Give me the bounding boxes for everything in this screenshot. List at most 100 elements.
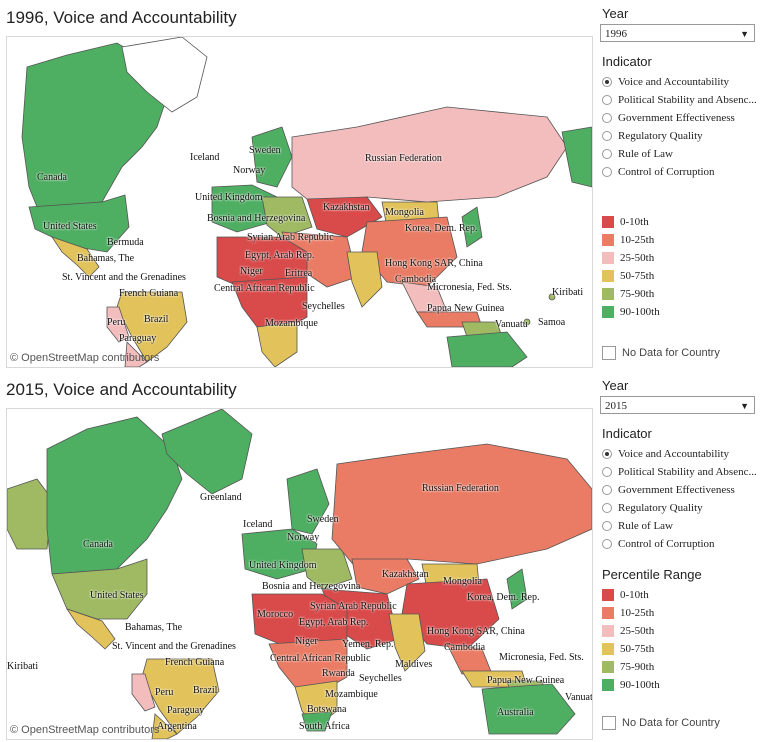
indicator-option[interactable]: Government Effectiveness xyxy=(602,481,762,499)
country-southern-africa[interactable] xyxy=(256,321,298,367)
legend-item[interactable]: 50-75th xyxy=(602,267,762,285)
country-australia[interactable] xyxy=(481,683,576,735)
indicator-option[interactable]: Voice and Accountability xyxy=(602,445,762,463)
map-label: Paraguay xyxy=(167,705,205,716)
radio-icon[interactable] xyxy=(602,149,612,159)
radio-icon[interactable] xyxy=(602,113,612,123)
country-greenland[interactable] xyxy=(121,37,208,113)
country-japan[interactable] xyxy=(506,568,528,610)
legend-item[interactable]: 75-90th xyxy=(602,658,762,676)
country-scandinavia[interactable] xyxy=(286,468,330,535)
indicator-option[interactable]: Control of Corruption xyxy=(602,163,762,181)
map-label: Botswana xyxy=(307,704,347,715)
choropleth-map[interactable]: Greenland Russian Federation Iceland Swe… xyxy=(6,408,593,740)
radio-icon[interactable] xyxy=(602,131,612,141)
country-kazakhstan[interactable] xyxy=(351,558,420,595)
country-canada[interactable] xyxy=(46,416,183,575)
legend-item[interactable]: 90-100th xyxy=(602,676,762,694)
indicator-option[interactable]: Regulatory Quality xyxy=(602,499,762,517)
map-label: Micronesia, Fed. Sts. xyxy=(499,652,584,663)
map-label: Central African Republic xyxy=(270,653,371,664)
country-japan[interactable] xyxy=(461,206,483,248)
country-india[interactable] xyxy=(388,613,426,672)
country-argentina[interactable] xyxy=(151,713,178,739)
radio-icon[interactable] xyxy=(602,521,612,531)
country-india[interactable] xyxy=(346,251,383,308)
radio-icon[interactable] xyxy=(602,95,612,105)
map-label: Iceland xyxy=(190,152,220,163)
legend-label: 50-75th xyxy=(620,643,655,655)
year-value: 2015 xyxy=(605,400,627,412)
indicator-option[interactable]: Control of Corruption xyxy=(602,535,762,553)
no-data-legend[interactable]: No Data for Country xyxy=(602,716,720,730)
radio-selected-icon[interactable] xyxy=(602,77,612,87)
indicator-label: Government Effectiveness xyxy=(618,484,735,496)
country-canada[interactable] xyxy=(21,42,168,208)
map-label: Egypt, Arab Rep. xyxy=(245,250,315,261)
country-kazakhstan[interactable] xyxy=(306,196,383,238)
radio-icon[interactable] xyxy=(602,539,612,549)
map-label: French Guiana xyxy=(165,657,225,668)
map-label: Central African Republic xyxy=(214,283,315,294)
year-select[interactable]: 1996 ▼ xyxy=(600,24,755,42)
radio-icon[interactable] xyxy=(602,467,612,477)
map-label: Korea, Dem. Rep. xyxy=(467,592,540,603)
country-peru[interactable] xyxy=(131,673,156,712)
map-canvas[interactable] xyxy=(7,409,592,739)
country-greenland[interactable] xyxy=(161,409,253,495)
country-peru[interactable] xyxy=(106,306,130,343)
no-data-legend[interactable]: No Data for Country xyxy=(602,346,720,360)
radio-icon[interactable] xyxy=(602,485,612,495)
legend-item[interactable]: 50-75th xyxy=(602,640,762,658)
indicator-option[interactable]: Political Stability and Absenc... xyxy=(602,91,762,109)
country-mexico[interactable] xyxy=(51,236,100,278)
country-south-cone[interactable] xyxy=(124,341,148,367)
country-kiribati[interactable] xyxy=(548,293,556,301)
legend-item[interactable]: 25-50th xyxy=(602,622,762,640)
legend-item[interactable]: 10-25th xyxy=(602,604,762,622)
map-label: Niger xyxy=(295,636,318,647)
country-east-europe[interactable] xyxy=(261,196,313,238)
country-east-europe[interactable] xyxy=(301,548,353,590)
map-label: Paraguay xyxy=(119,333,157,344)
country-mexico[interactable] xyxy=(66,608,116,650)
indicator-label: Control of Corruption xyxy=(618,166,715,178)
indicator-option[interactable]: Regulatory Quality xyxy=(602,127,762,145)
map-label: Mongolia xyxy=(385,207,424,218)
legend-item[interactable]: 0-10th xyxy=(602,586,762,604)
map-label: Mongolia xyxy=(443,576,482,587)
indicator-option[interactable]: Political Stability and Absenc... xyxy=(602,463,762,481)
map-label: Sweden xyxy=(307,514,339,525)
map-label: Cambodia xyxy=(444,642,486,653)
year-select[interactable]: 2015 ▼ xyxy=(600,396,755,414)
map-label: Peru xyxy=(155,687,174,698)
country-australia[interactable] xyxy=(446,331,528,367)
indicator-option[interactable]: Government Effectiveness xyxy=(602,109,762,127)
choropleth-map[interactable]: Canada Iceland Sweden Norway Russian Fed… xyxy=(6,36,593,368)
country-alaska[interactable] xyxy=(7,478,53,550)
legend-label: 25-50th xyxy=(620,252,655,264)
indicator-option[interactable]: Rule of Law xyxy=(602,145,762,163)
indicator-heading: Indicator xyxy=(602,54,652,69)
country-scandinavia[interactable] xyxy=(251,126,293,188)
legend-swatch xyxy=(602,625,614,637)
country-east-edge[interactable] xyxy=(561,126,592,188)
indicator-option[interactable]: Rule of Law xyxy=(602,517,762,535)
legend-label: 75-90th xyxy=(620,661,655,673)
legend-item[interactable]: 0-10th xyxy=(602,213,762,231)
legend-item[interactable]: 90-100th xyxy=(602,303,762,321)
indicator-option[interactable]: Voice and Accountability xyxy=(602,73,762,91)
map-label: Eritrea xyxy=(285,268,313,279)
legend-item[interactable]: 10-25th xyxy=(602,231,762,249)
indicator-label: Political Stability and Absenc... xyxy=(618,94,757,106)
map-label: Australia xyxy=(497,707,534,718)
country-samoa[interactable] xyxy=(523,318,531,326)
legend-label: 10-25th xyxy=(620,234,655,246)
radio-icon[interactable] xyxy=(602,503,612,513)
map-canvas[interactable] xyxy=(7,37,592,367)
legend-item[interactable]: 75-90th xyxy=(602,285,762,303)
radio-icon[interactable] xyxy=(602,167,612,177)
country-south-africa[interactable] xyxy=(301,711,333,732)
radio-selected-icon[interactable] xyxy=(602,449,612,459)
legend-item[interactable]: 25-50th xyxy=(602,249,762,267)
